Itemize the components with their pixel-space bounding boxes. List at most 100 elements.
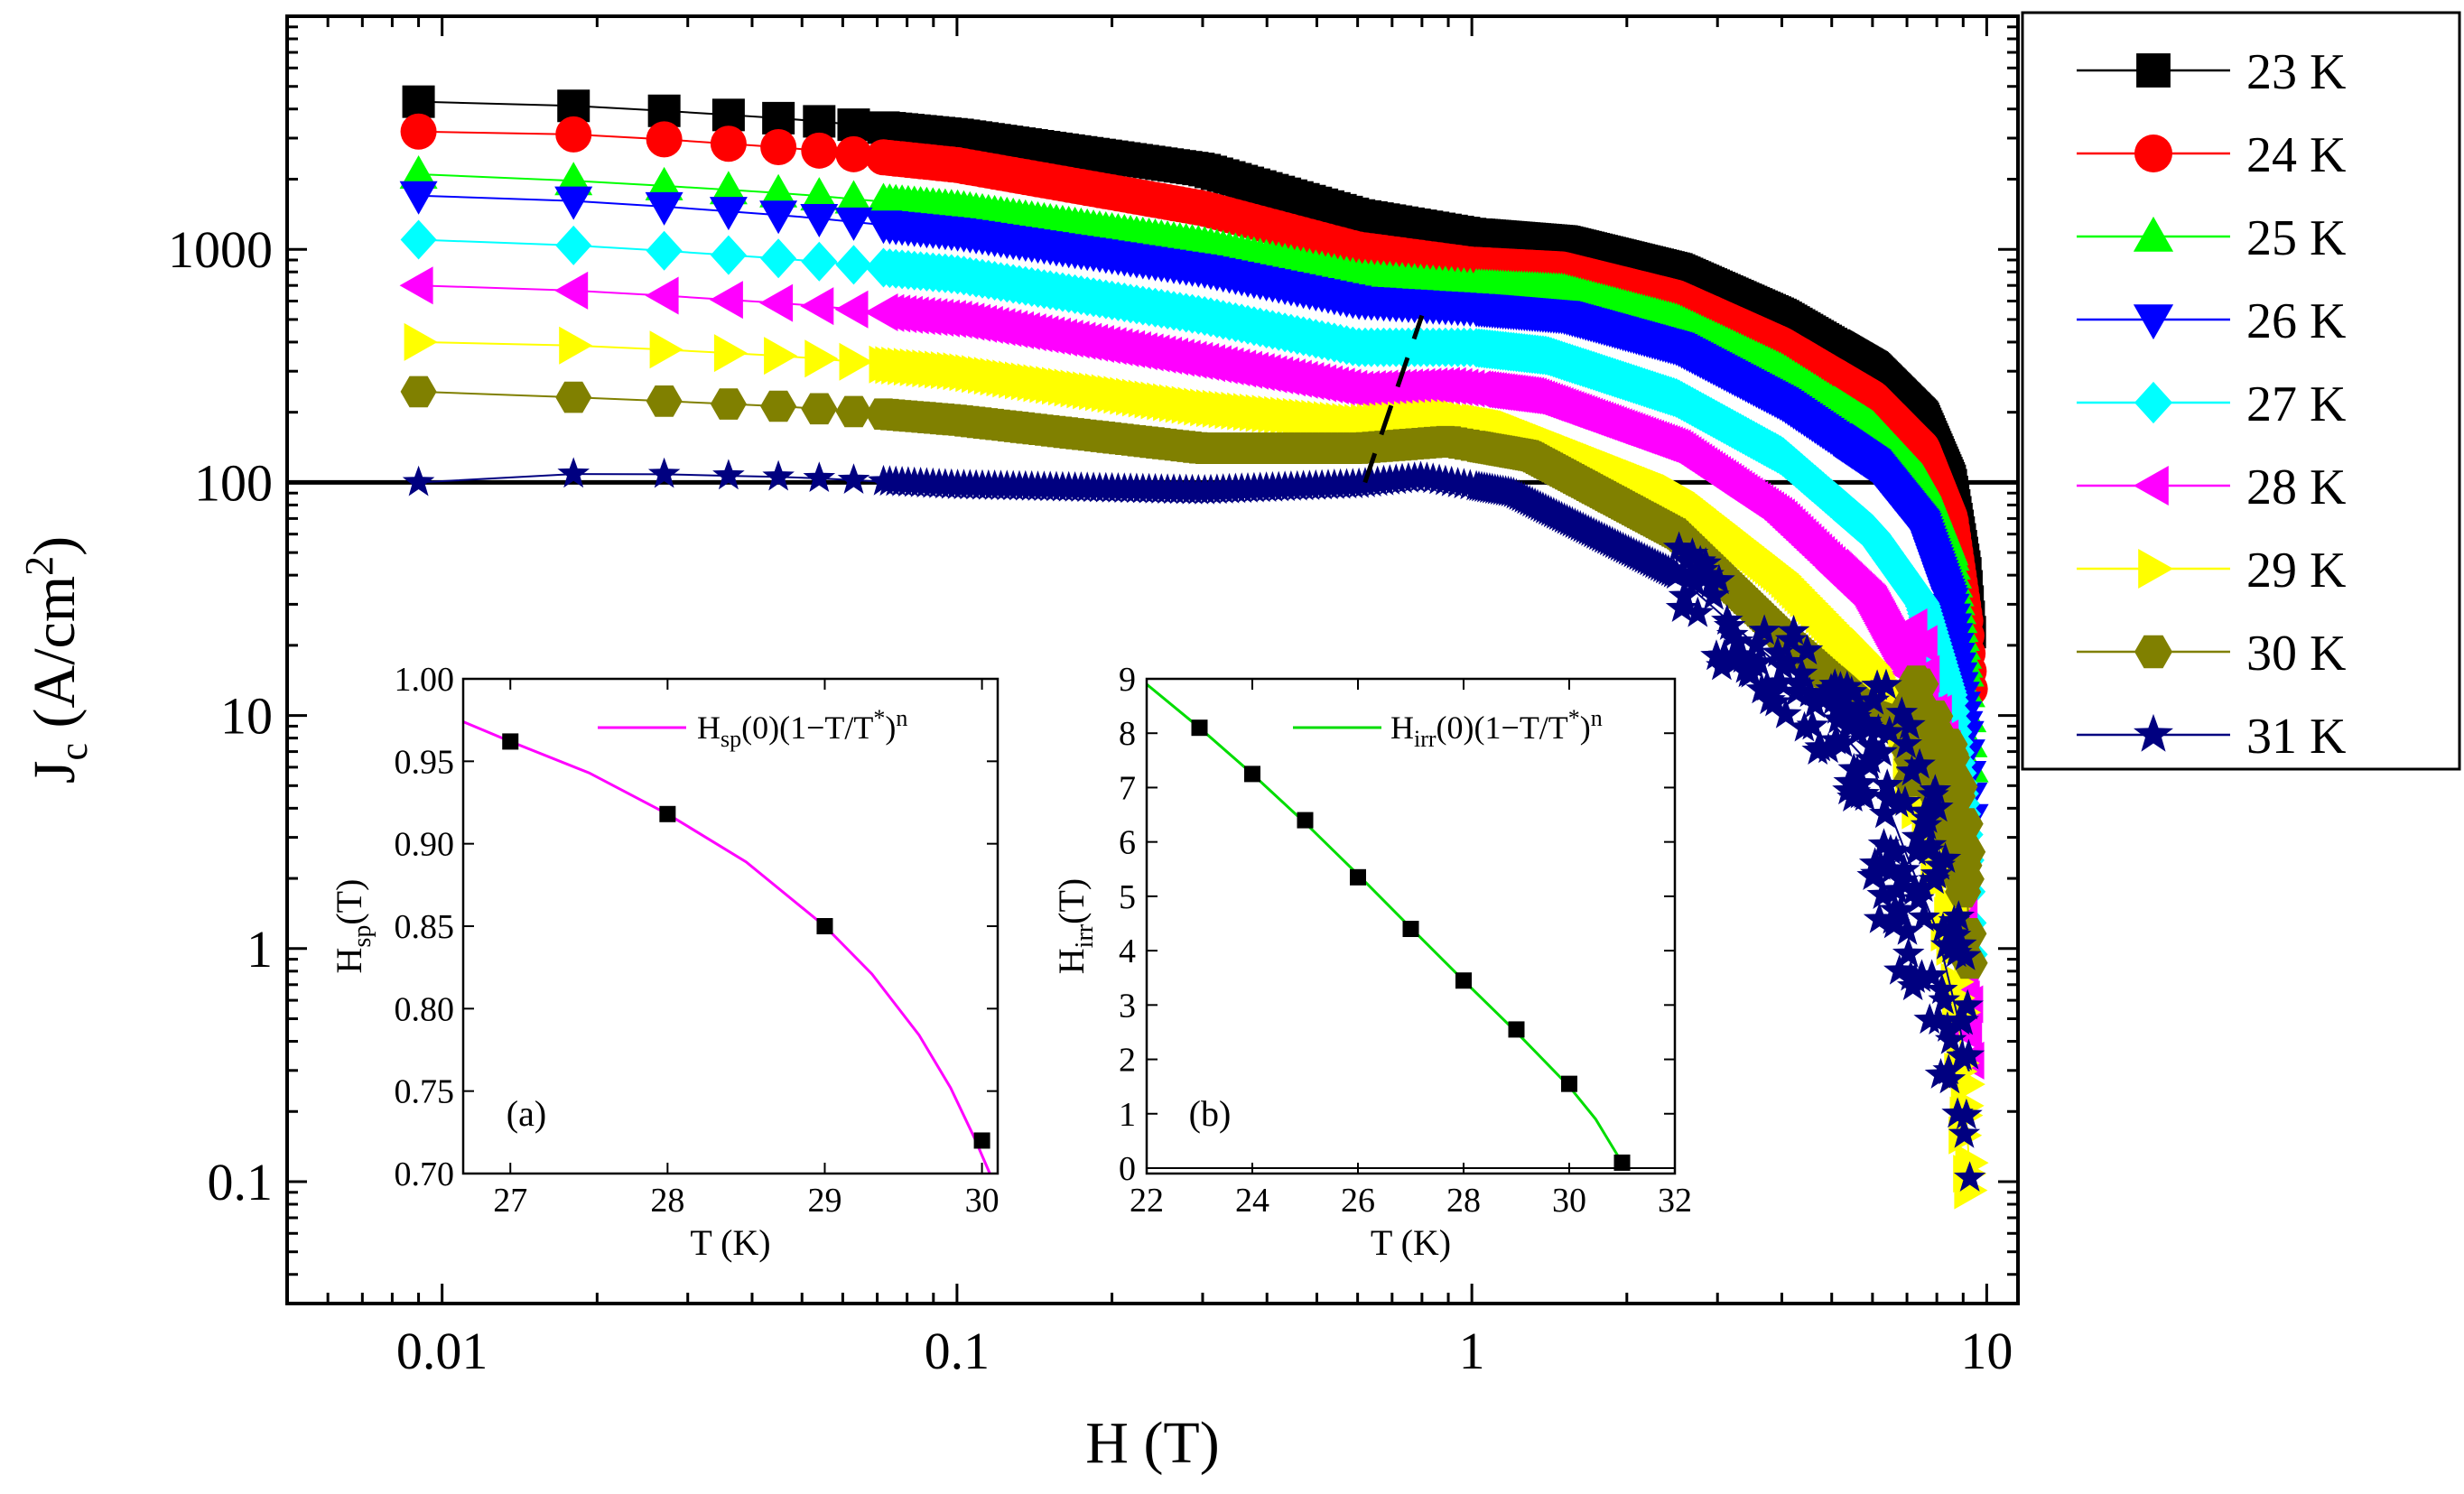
legend-marker [2134, 135, 2172, 172]
y-tick-label: 10 [220, 687, 273, 746]
inset-b-point [1613, 1154, 1631, 1171]
data-point [800, 287, 834, 326]
data-point [1743, 645, 1775, 677]
inset-b-x-tick-label: 26 [1341, 1182, 1375, 1220]
inset-b-y-title: Hirr(T) [1051, 878, 1099, 974]
data-point [1888, 853, 1920, 885]
data-point [645, 166, 683, 200]
fit-label-base: H [697, 710, 721, 746]
data-point [709, 171, 748, 205]
data-point [837, 108, 870, 142]
data-point [1748, 614, 1781, 645]
data-point [1934, 1023, 1967, 1054]
legend-marker [2138, 549, 2174, 589]
inset-a-x-tick-label: 29 [807, 1182, 841, 1220]
inset-b-x-tick-label: 24 [1235, 1182, 1269, 1220]
data-point [1782, 668, 1816, 699]
inset-b-y-tick-label: 7 [1119, 769, 1136, 807]
data-point [404, 322, 438, 361]
data-point [400, 113, 437, 150]
data-point [400, 376, 437, 408]
data-point [709, 281, 743, 320]
data-point [1885, 696, 1919, 728]
data-point [1954, 1171, 1988, 1210]
data-point [1865, 735, 1898, 766]
legend-label: 31 K [2246, 709, 2346, 765]
data-point [1855, 728, 1888, 760]
inset-b-y-tick-label: 8 [1119, 715, 1136, 753]
data-point [1703, 563, 1735, 595]
data-point [1872, 782, 1905, 813]
data-point [1884, 894, 1917, 925]
inset-a-x-tick-label: 30 [965, 1182, 1000, 1220]
data-point [645, 191, 683, 226]
inset-b-x-title: T (K) [1371, 1222, 1451, 1263]
data-point [1883, 953, 1916, 985]
data-point [1877, 907, 1911, 939]
inset-b-point [1350, 868, 1366, 886]
inset-b-point [1508, 1021, 1525, 1038]
data-point [801, 393, 838, 425]
data-point [1831, 670, 1864, 701]
data-point [1922, 1004, 1955, 1035]
data-point [760, 390, 797, 422]
inset-a-point [816, 918, 833, 934]
data-point [647, 457, 681, 488]
data-point [1924, 1058, 1957, 1089]
inset-b-point [1297, 812, 1314, 829]
data-point [1870, 668, 1902, 700]
inset-b-y-tick-label: 9 [1119, 661, 1136, 699]
inset-b-frame [1145, 677, 1677, 1175]
legend-marker [2136, 53, 2171, 88]
data-point [555, 381, 592, 413]
data-point [835, 135, 872, 172]
data-point [804, 339, 839, 378]
data-point [1662, 531, 1696, 562]
data-point [1949, 836, 1986, 868]
data-point [1911, 802, 1944, 833]
data-point [1827, 727, 1859, 757]
data-point [1771, 645, 1805, 677]
data-point [801, 132, 838, 169]
inset-b-panel-label: (b) [1189, 1093, 1232, 1134]
legend-label: 23 K [2246, 44, 2346, 100]
inset-b-x-tick-label: 30 [1552, 1182, 1586, 1220]
series-26-K [399, 181, 1989, 838]
data-point [764, 337, 798, 376]
data-point [1915, 959, 1948, 990]
inset-a-background [463, 679, 998, 1174]
main-plot-frame [285, 14, 2020, 1305]
data-point [1919, 774, 1952, 805]
data-point [1676, 537, 1709, 568]
data-point [1796, 709, 1829, 740]
x-axis-title: H (T) [1085, 1410, 1219, 1476]
data-point [1928, 983, 1960, 1015]
data-point [1933, 1063, 1967, 1094]
data-point [399, 181, 438, 215]
data-point [834, 207, 873, 241]
data-point [1857, 683, 1891, 715]
data-point [646, 230, 683, 271]
data-point [1689, 546, 1722, 578]
inset-a-y-sub: sp [349, 925, 377, 948]
dashed-guide-line [1362, 314, 1425, 484]
data-point [1902, 668, 1939, 701]
legend-label: 28 K [2246, 459, 2346, 515]
inset-b-point [1561, 1075, 1577, 1092]
legend-marker [2134, 635, 2172, 669]
inset-a-x-title: T (K) [690, 1222, 770, 1263]
y-title-unit: (A/cm [22, 576, 88, 743]
data-point [1873, 715, 1906, 747]
data-point [1863, 902, 1896, 933]
inset-a-x-tick-label: 28 [650, 1182, 684, 1220]
data-point [1891, 914, 1924, 945]
y-tick-label: 100 [194, 453, 273, 512]
data-point [1846, 766, 1878, 798]
inset-b-x-tick-label: 32 [1658, 1182, 1692, 1220]
data-point [1880, 835, 1912, 866]
fit-label-end: ) [1580, 710, 1591, 746]
data-point [646, 385, 683, 417]
